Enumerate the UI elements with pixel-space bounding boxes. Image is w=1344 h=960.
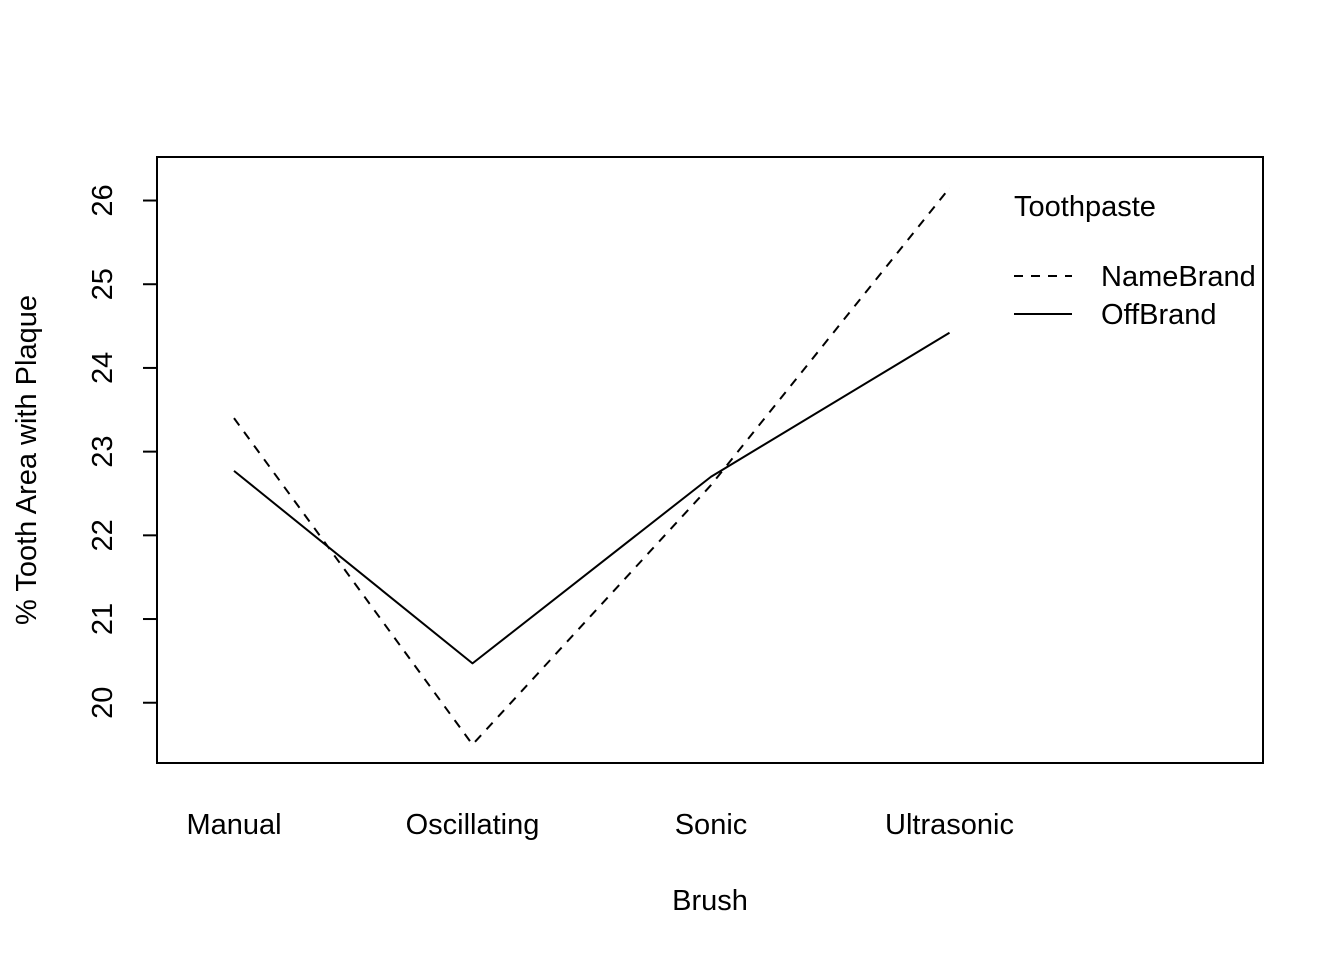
legend-label-offbrand: OffBrand <box>1101 299 1217 331</box>
y-tick-label: 26 <box>87 184 119 216</box>
y-tick-label: 25 <box>87 268 119 300</box>
legend-label-namebrand: NameBrand <box>1101 261 1256 293</box>
legend: Toothpaste NameBrand OffBrand <box>1014 191 1256 331</box>
y-tick-label: 23 <box>87 435 119 467</box>
legend-title: Toothpaste <box>1014 191 1156 223</box>
y-tick-label: 21 <box>87 603 119 635</box>
x-tick-label: Manual <box>186 809 281 841</box>
y-tick-label: 20 <box>87 687 119 719</box>
y-tick-label: 24 <box>87 352 119 384</box>
y-axis: 20 21 22 23 24 25 26 <box>87 184 157 719</box>
series-lines <box>233 187 951 746</box>
x-tick-label: Oscillating <box>406 809 540 841</box>
series-line-namebrand <box>233 187 951 746</box>
x-axis-label: Brush <box>672 885 748 917</box>
y-axis-label: % Tooth Area with Plaque <box>11 295 43 625</box>
x-tick-label: Ultrasonic <box>885 809 1014 841</box>
x-tick-labels: Manual Oscillating Sonic Ultrasonic <box>186 809 1014 841</box>
y-tick-label: 22 <box>87 519 119 551</box>
x-tick-label: Sonic <box>675 809 748 841</box>
plot-frame <box>156 156 1264 764</box>
series-line-offbrand <box>233 331 951 665</box>
